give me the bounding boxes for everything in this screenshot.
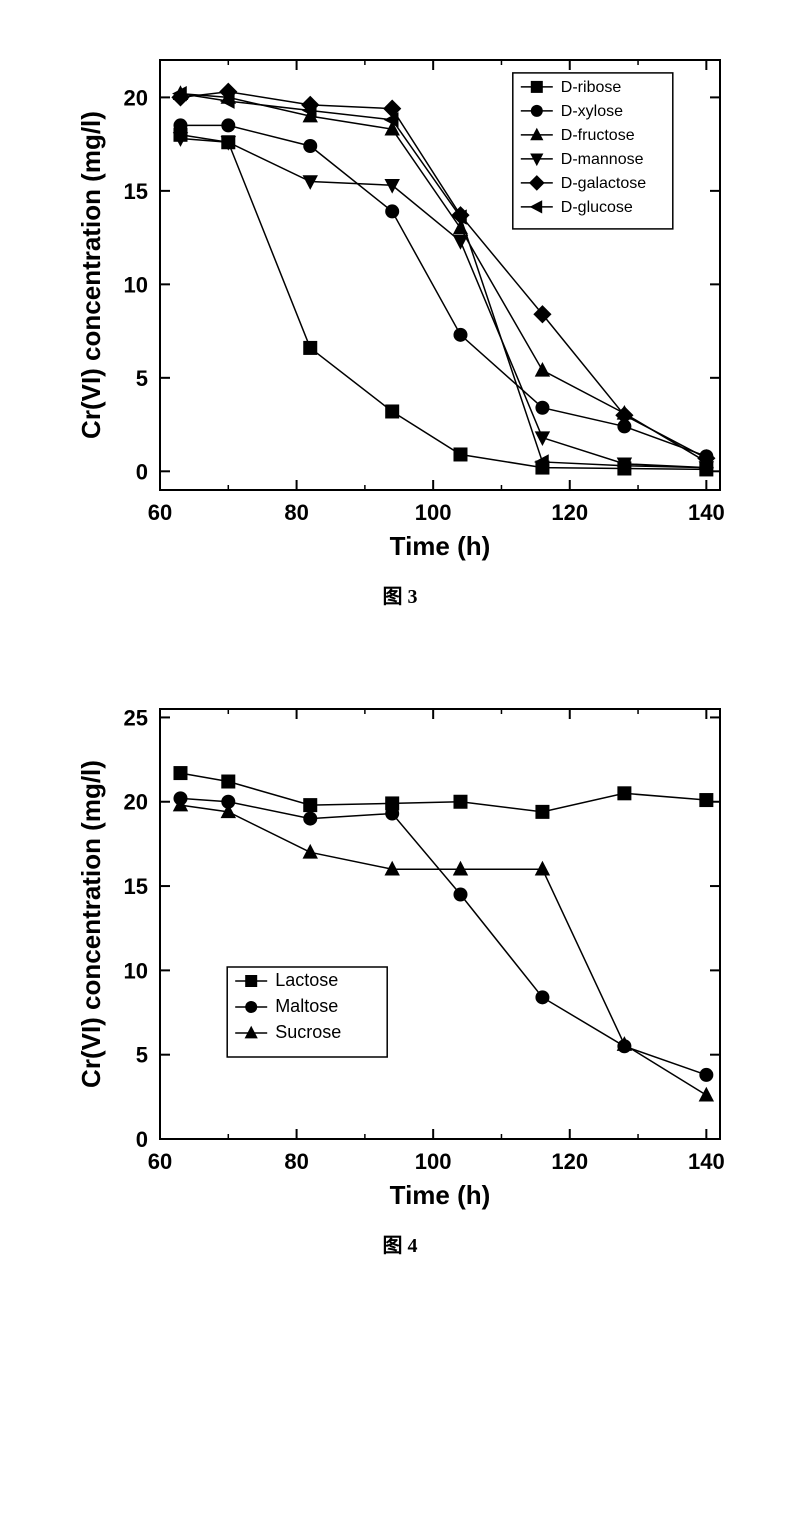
svg-text:5: 5 [136,366,148,391]
svg-text:D-ribose: D-ribose [561,79,622,96]
chart-2-caption: 图 4 [20,1229,780,1258]
svg-text:80: 80 [284,1149,308,1174]
svg-text:20: 20 [124,790,148,815]
svg-text:25: 25 [124,705,148,730]
svg-text:Cr(VI) concentration (mg/l): Cr(VI) concentration (mg/l) [76,760,106,1088]
svg-text:D-fructose: D-fructose [561,127,635,144]
svg-text:0: 0 [136,1127,148,1152]
svg-text:D-xylose: D-xylose [561,103,623,120]
chart-2: 60 80 100 120 140 0 5 10 15 20 25 Time (h) Cr(VI) co… [40,669,760,1229]
svg-text:120: 120 [551,1149,588,1174]
svg-text:15: 15 [124,179,148,204]
svg-text:Cr(VI) concentration (mg/l): Cr(VI) concentration (mg/l) [76,111,106,439]
svg-text:Sucrose: Sucrose [275,1022,341,1042]
svg-text:140: 140 [688,500,725,525]
chart-1: 60 80 100 120 140 0 5 10 15 20 Time (h) Cr(VI) conc… [40,20,760,580]
svg-text:Time (h): Time (h) [390,1180,491,1210]
chart-2-container: 60 80 100 120 140 0 5 10 15 20 25 Time (h) Cr(VI) co… [20,669,780,1258]
svg-text:20: 20 [124,85,148,110]
svg-text:Time (h): Time (h) [390,531,491,561]
svg-text:60: 60 [148,500,172,525]
svg-text:D-galactose: D-galactose [561,175,646,192]
chart-1-container: 60 80 100 120 140 0 5 10 15 20 Time (h) Cr(VI) conc… [20,20,780,609]
svg-text:D-mannose: D-mannose [561,151,644,168]
svg-text:140: 140 [688,1149,725,1174]
svg-text:60: 60 [148,1149,172,1174]
svg-text:100: 100 [415,500,452,525]
svg-text:Maltose: Maltose [275,996,338,1016]
svg-text:15: 15 [124,874,148,899]
svg-text:0: 0 [136,459,148,484]
svg-text:10: 10 [124,272,148,297]
svg-text:5: 5 [136,1043,148,1068]
svg-text:100: 100 [415,1149,452,1174]
svg-text:80: 80 [284,500,308,525]
svg-text:120: 120 [551,500,588,525]
svg-text:D-glucose: D-glucose [561,199,633,216]
chart-1-caption: 图 3 [20,580,780,609]
svg-text:10: 10 [124,958,148,983]
svg-text:Lactose: Lactose [275,970,338,990]
